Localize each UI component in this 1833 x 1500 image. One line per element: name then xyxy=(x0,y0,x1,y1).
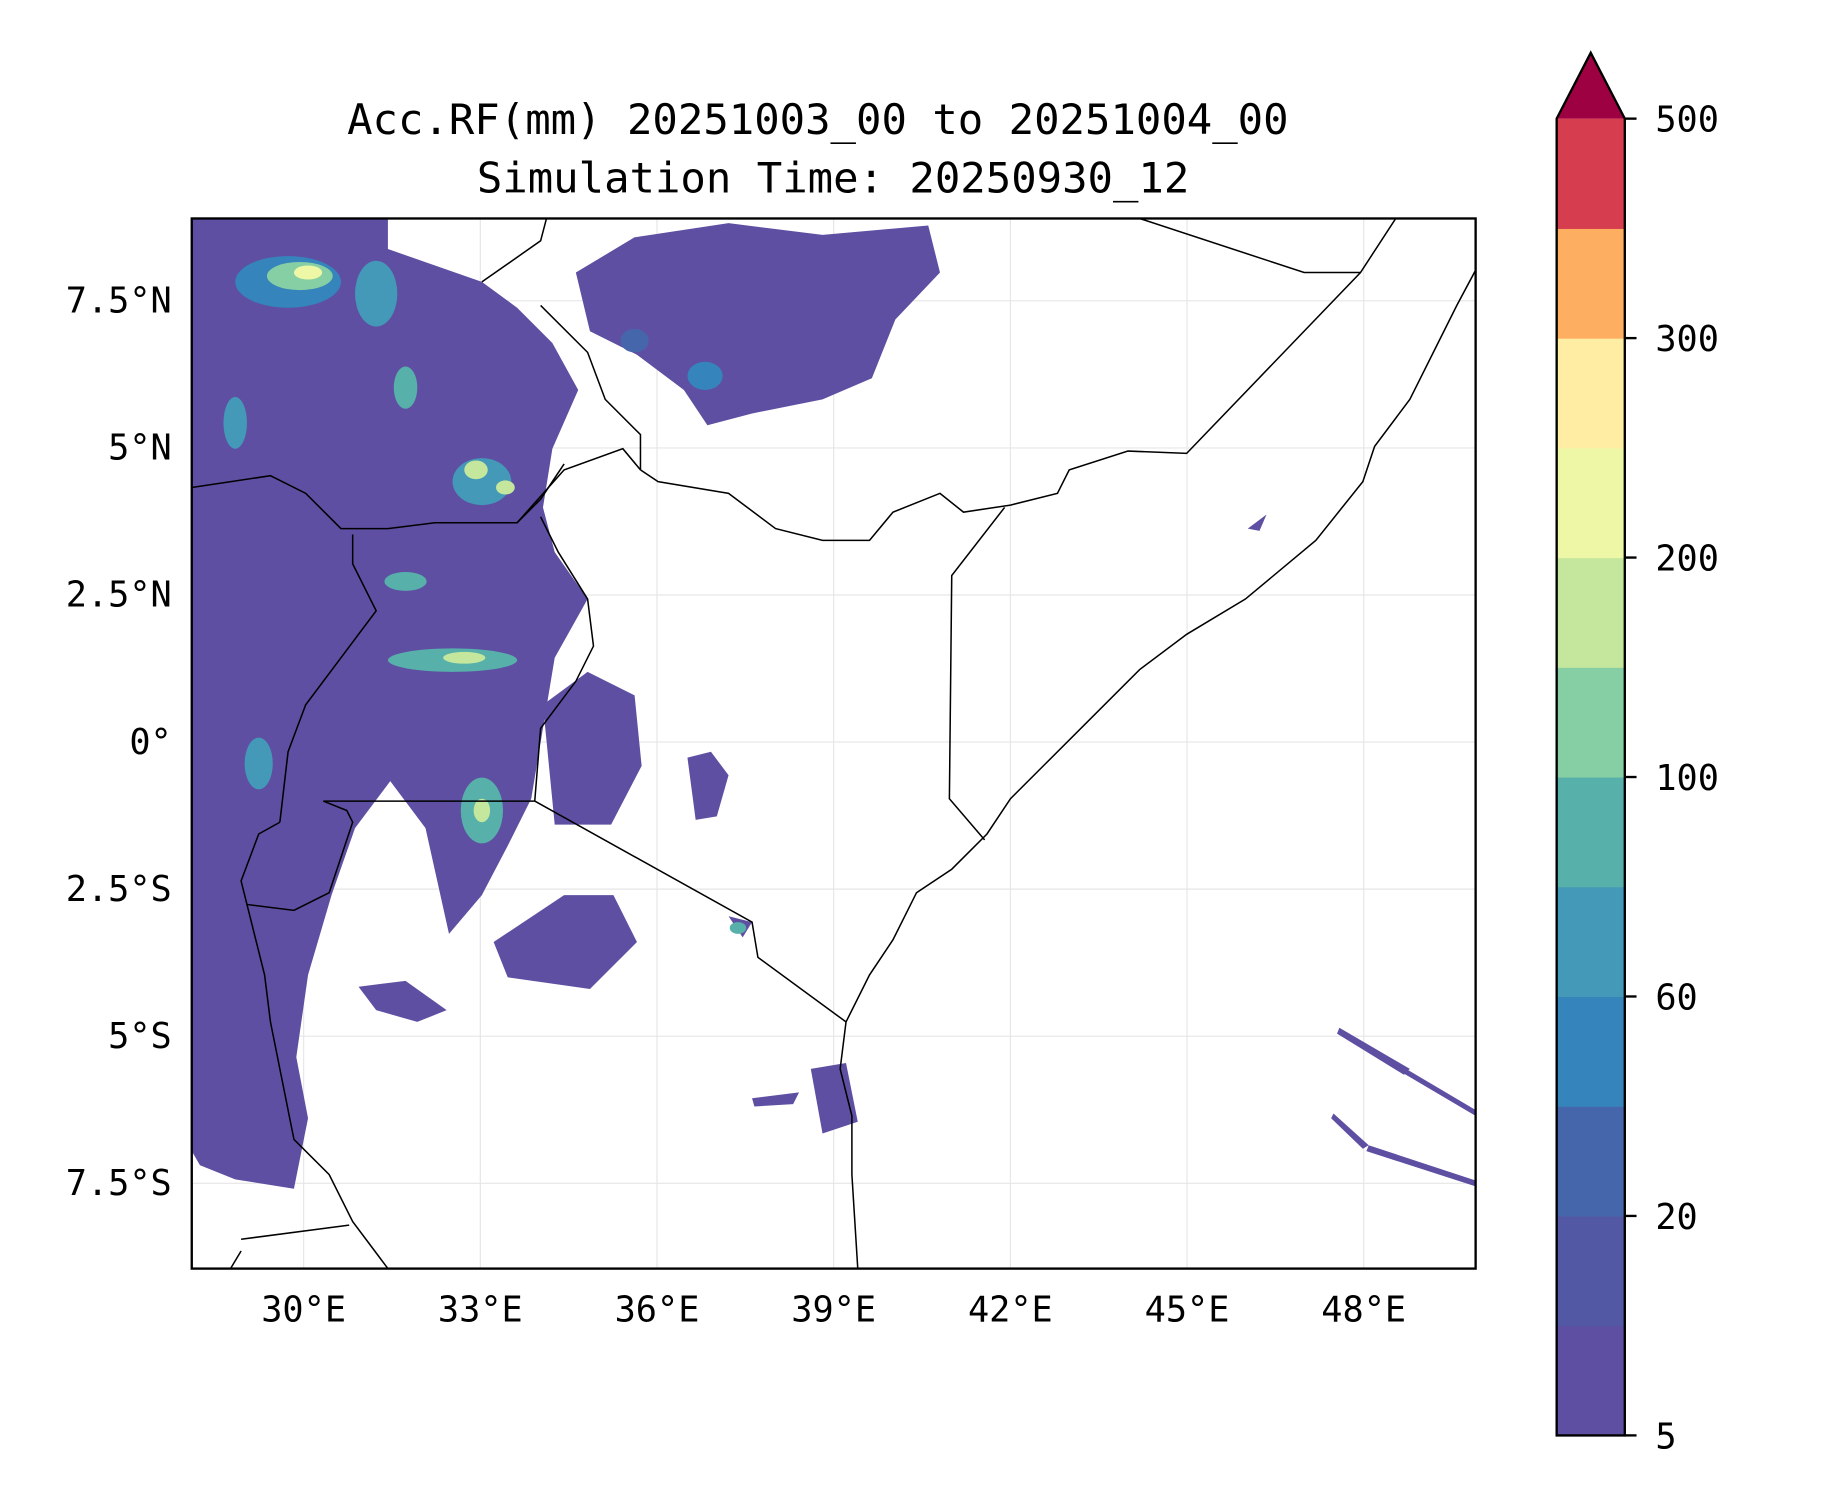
y-tick-label: 2.5°N xyxy=(66,575,172,616)
colorbar-bin xyxy=(1556,557,1625,668)
border-ethiopia-somalia xyxy=(640,218,1397,542)
border-southwest xyxy=(229,1250,242,1269)
border-zambia xyxy=(240,1224,350,1240)
colorbar-bin xyxy=(1556,228,1625,339)
x-tick-label: 48°E xyxy=(1321,1289,1406,1330)
x-tick-label: 42°E xyxy=(968,1289,1053,1330)
colorbar-bin xyxy=(1556,338,1625,449)
colorbar-tick-label: 20 xyxy=(1655,1197,1697,1238)
rainfall-intensity-blobs xyxy=(223,256,747,934)
border-drc-uganda xyxy=(279,534,378,823)
colorbar-tick-label: 60 xyxy=(1655,977,1697,1018)
rain-region-kenya-west xyxy=(542,671,642,825)
rain-streak xyxy=(1384,1057,1476,1116)
rain-blob xyxy=(620,328,649,353)
coastline-east xyxy=(839,269,1476,1269)
rain-blob xyxy=(355,260,398,327)
colorbar-bin xyxy=(1556,996,1625,1107)
rain-patch xyxy=(687,751,729,820)
border-kenya-somalia xyxy=(948,506,1006,841)
colorbar-bin xyxy=(1556,447,1625,559)
border-south-sudan-south xyxy=(191,463,565,530)
rain-region-ethiopia xyxy=(575,223,940,426)
colorbar-bin xyxy=(1556,118,1625,229)
rain-streak xyxy=(1331,1113,1369,1149)
x-axis-ticks: 30°E 33°E 36°E 39°E 42°E 45°E 48°E xyxy=(261,1289,1406,1330)
colorbar-outline xyxy=(1555,50,1626,1437)
rain-blob xyxy=(729,922,747,934)
y-tick-label: 7.5°N xyxy=(66,281,172,322)
chart-title-line1: Acc.RF(mm) 20251003_00 to 20251004_00 xyxy=(347,95,1289,144)
x-tick-label: 45°E xyxy=(1145,1289,1230,1330)
x-tick-label: 39°E xyxy=(791,1289,876,1330)
y-axis-ticks: 7.5°N 5°N 2.5°N 0° 2.5°S 5°S 7.5°S xyxy=(66,281,172,1204)
x-tick-label: 33°E xyxy=(438,1289,523,1330)
border-kenya-uganda xyxy=(533,516,595,802)
chart-title-line2: Simulation Time: 20250930_12 xyxy=(477,154,1190,203)
colorbar-tick-label: 500 xyxy=(1655,100,1719,141)
y-tick-label: 5°N xyxy=(108,428,172,469)
colorbar-tick-label: 300 xyxy=(1655,319,1719,360)
colorbar-bin xyxy=(1556,886,1625,998)
rain-blob xyxy=(687,361,723,390)
rain-streak xyxy=(1366,1145,1476,1187)
border-djibouti xyxy=(1139,218,1361,274)
colorbar-bin xyxy=(1556,667,1625,778)
colorbar-bin xyxy=(1556,1325,1625,1436)
rain-blob xyxy=(473,798,491,823)
rain-blob xyxy=(393,366,418,409)
map-area xyxy=(191,218,1476,1269)
rain-blob xyxy=(443,651,486,664)
y-tick-label: 5°S xyxy=(108,1016,172,1057)
y-tick-label: 0° xyxy=(129,722,171,763)
y-tick-label: 7.5°S xyxy=(66,1163,172,1204)
map-frame xyxy=(190,217,1477,1270)
border-ethiopia-south-sudan xyxy=(540,304,642,470)
colorbar-bin xyxy=(1556,777,1625,888)
colorbar-tick-label: 100 xyxy=(1655,758,1719,799)
x-tick-label: 36°E xyxy=(615,1289,700,1330)
border-rwanda-burundi xyxy=(240,800,354,912)
colorbar-extend-arrow xyxy=(1556,52,1625,119)
border-ethiopia-west xyxy=(481,218,548,283)
colorbar-bin xyxy=(1556,1215,1625,1327)
border-kenya-ethiopia xyxy=(516,447,642,524)
lake-tanganyika-shore xyxy=(246,904,389,1269)
colorbar-tick-label: 5 xyxy=(1655,1416,1676,1457)
rain-region-west xyxy=(191,218,588,1189)
colorbar-bin xyxy=(1556,1106,1625,1217)
colorbar: 5 20 60 100 200 300 500 xyxy=(1555,50,1719,1457)
rain-blob xyxy=(293,265,323,280)
country-borders-and-coastline xyxy=(191,218,1476,1269)
x-tick-label: 30°E xyxy=(261,1289,346,1330)
rain-region-tanzania-north xyxy=(493,895,637,990)
rain-patch xyxy=(810,1063,858,1134)
rain-patch xyxy=(358,980,447,1022)
rain-blob xyxy=(384,572,427,591)
rain-blob xyxy=(464,460,488,480)
rain-blob xyxy=(495,480,515,495)
rain-blob xyxy=(223,397,247,449)
y-tick-label: 2.5°S xyxy=(66,869,172,910)
border-kenya-tanzania xyxy=(534,800,847,1023)
rain-blob xyxy=(244,737,273,790)
rain-patch xyxy=(752,1092,800,1107)
rain-patch xyxy=(1247,514,1267,531)
colorbar-tick-label: 200 xyxy=(1655,538,1719,579)
